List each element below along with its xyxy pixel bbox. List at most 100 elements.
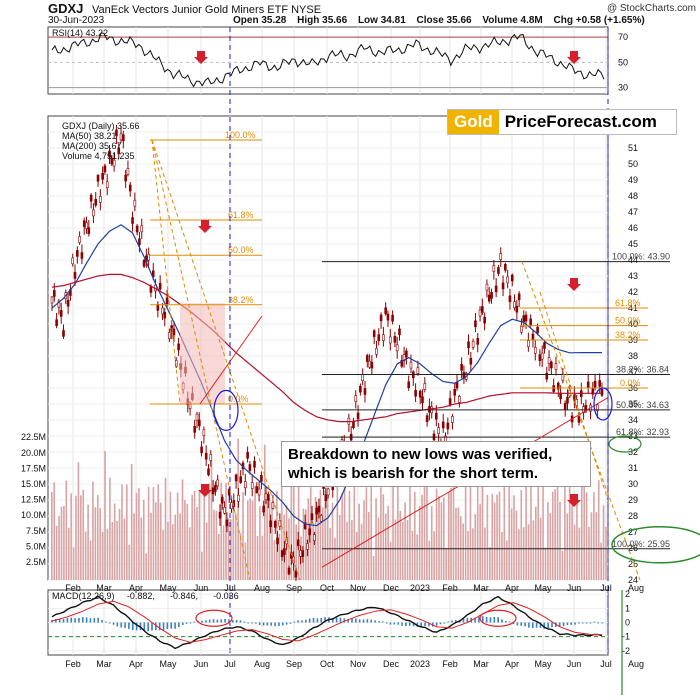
volume-bar: [365, 487, 368, 580]
volume-bar: [469, 482, 472, 580]
volume-bar: [239, 533, 242, 580]
price-candle-body: [108, 150, 111, 158]
macd-histogram-bar: [412, 622, 415, 627]
volume-bar: [358, 503, 360, 580]
volume-bar: [336, 478, 339, 580]
price-tick-label: 28: [628, 511, 638, 521]
volume-bar: [411, 530, 414, 580]
macd-histogram-bar: [535, 622, 538, 628]
macd-histogram-bar: [366, 619, 369, 623]
month-tick-label: Jul: [224, 583, 236, 593]
macd-histogram-bar: [131, 622, 134, 631]
price-candle-body: [294, 570, 298, 578]
fib-level-label: 50.0%: 34.63: [616, 400, 669, 410]
volume-bar: [496, 494, 498, 580]
volume-bar: [573, 524, 576, 580]
macd-histogram-bar: [385, 622, 388, 624]
volume-bar: [324, 490, 327, 580]
macd-histogram-bar: [297, 620, 299, 623]
macd-histogram-bar: [135, 622, 138, 631]
price-candle-body: [533, 347, 537, 354]
volume-bar: [515, 510, 518, 580]
macd-histogram-bar: [85, 617, 88, 623]
volume-bar: [416, 534, 419, 580]
down-arrow-icon: [198, 220, 212, 233]
macd-legend-item: -0.882,: [127, 591, 155, 601]
volume-bar: [181, 479, 184, 580]
macd-histogram-bar: [316, 618, 319, 623]
macd-histogram-bar: [381, 621, 384, 623]
volume-bar: [450, 487, 452, 580]
price-candle-body: [225, 519, 229, 527]
volume-bar: [293, 482, 295, 580]
highlight-ellipse: [593, 387, 613, 421]
volume-bar: [140, 517, 143, 580]
price-tick-label: 25: [628, 559, 638, 569]
volume-bar: [53, 482, 56, 580]
price-candle-body: [230, 502, 233, 509]
volume-tick-label: 20.0M: [21, 448, 46, 458]
price-candle-body: [520, 325, 523, 333]
price-candle-body: [299, 550, 302, 557]
price-candle-body: [73, 272, 77, 279]
volume-bar: [201, 551, 203, 580]
macd-histogram-bar: [128, 622, 130, 630]
volume-bar: [179, 513, 181, 580]
logo-gold-part: Gold: [448, 110, 499, 134]
price-candle-body: [223, 507, 226, 514]
volume-bar: [251, 500, 254, 580]
volume-bar: [588, 526, 590, 580]
price-candle-body: [313, 534, 316, 541]
price-candle-body: [87, 227, 91, 234]
fib-fan-line: [539, 291, 609, 501]
price-candle-body: [158, 282, 162, 290]
volume-bar: [455, 507, 457, 580]
price-candle-body: [131, 217, 134, 224]
volume-tick-label: 5.0M: [26, 541, 46, 551]
macd-histogram-bar: [78, 617, 80, 623]
price-candle-body: [197, 419, 201, 427]
ma50-line: [51, 224, 602, 527]
price-tick-label: 43: [628, 271, 638, 281]
macd-histogram-bar: [351, 618, 353, 623]
price-candle-body: [202, 429, 206, 437]
volume-bar: [346, 521, 348, 580]
month-tick-label: Jun: [567, 659, 582, 669]
volume-bar: [217, 533, 220, 580]
price-tick-label: 40: [628, 319, 638, 329]
price-candle-body: [119, 133, 123, 141]
volume-bar: [421, 494, 423, 580]
price-candle-body: [269, 520, 272, 528]
price-legend-item: Volume 4,751,235: [62, 151, 135, 161]
month-tick-label: Apr: [505, 659, 519, 669]
volume-bar: [590, 512, 593, 580]
macd-histogram-bar: [508, 621, 511, 623]
price-candle-body: [161, 307, 164, 315]
volume-bar: [113, 503, 116, 580]
macd-histogram-bar: [558, 622, 561, 628]
fib-level-label: 61.8%: [228, 210, 254, 220]
macd-histogram-bar: [243, 621, 246, 623]
price-candle-body: [262, 505, 266, 513]
price-candle-body: [101, 172, 104, 180]
volume-bar: [87, 504, 89, 580]
volume-bar: [527, 524, 530, 580]
volume-bar: [307, 498, 310, 580]
volume-bar: [77, 462, 80, 580]
price-candle-body: [529, 318, 532, 326]
fib-level-label: 100.0%: 25.95: [612, 539, 670, 549]
month-tick-label: Mar: [96, 583, 112, 593]
price-candle-body: [405, 350, 408, 358]
volume-bar: [230, 519, 232, 580]
volume-bar: [491, 493, 494, 580]
macd-histogram-bar: [208, 619, 211, 623]
price-legend-item: MA(200) 35.67: [62, 141, 122, 151]
price-candle-body: [437, 427, 440, 434]
callout-line-1: Breakdown to new lows was verified,: [288, 446, 553, 463]
volume-bar: [237, 438, 239, 580]
volume-tick-label: 7.5M: [26, 526, 46, 536]
macd-histogram-bar: [58, 619, 61, 623]
macd-histogram-bar: [274, 622, 276, 627]
macd-histogram-bar: [108, 622, 111, 624]
